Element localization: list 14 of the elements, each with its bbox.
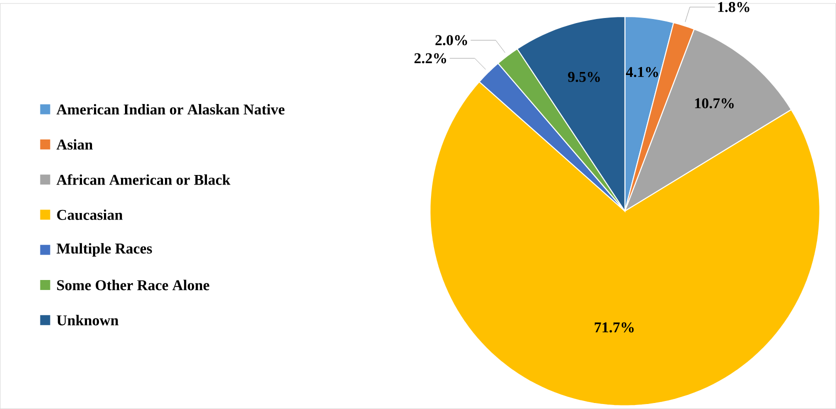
data-label: 9.5% (568, 72, 600, 82)
data-label: 10.7% (695, 98, 734, 108)
legend-label: Caucasian (57, 209, 123, 220)
legend-label: American Indian or Alaskan Native (56, 104, 284, 115)
legend-label: Multiple Races (56, 243, 152, 257)
data-label: 1.8% (718, 2, 750, 12)
data-label: 4.1% (626, 66, 658, 78)
legend-label: Asian (56, 139, 93, 150)
data-label: 2.2% (414, 53, 446, 64)
legend-label: Some Other Race Alone (57, 280, 210, 290)
data-label: 2.0% (435, 35, 468, 46)
legend-label: African American or Black (56, 174, 230, 185)
data-label: 71.7% (594, 322, 634, 333)
legend-label: Unknown (56, 314, 118, 326)
